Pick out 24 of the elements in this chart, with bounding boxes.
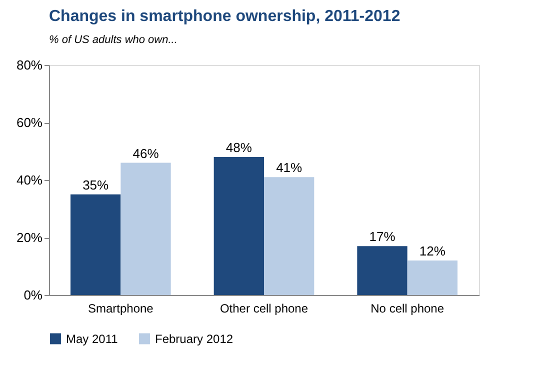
data-label: 48% bbox=[226, 140, 252, 155]
x-tick-label: Smartphone bbox=[88, 302, 154, 316]
data-label: 41% bbox=[276, 160, 303, 176]
bar bbox=[264, 177, 314, 295]
bar bbox=[357, 246, 408, 295]
data-label: 46% bbox=[132, 146, 160, 161]
data-label: 35% bbox=[82, 177, 110, 192]
bar bbox=[214, 157, 264, 295]
y-tick-label: 20% bbox=[16, 230, 43, 245]
bar bbox=[70, 194, 121, 295]
y-tick-label: 80% bbox=[16, 58, 43, 72]
x-tick-label: Other cell phone bbox=[220, 302, 308, 316]
legend-label: February 2012 bbox=[155, 332, 234, 346]
data-label: 17% bbox=[369, 229, 396, 244]
x-tick-label: No cell phone bbox=[370, 302, 444, 316]
chart-title: Changes in smartphone ownership, 2011-2012 bbox=[49, 8, 400, 25]
data-label: 12% bbox=[419, 244, 446, 258]
bar bbox=[120, 162, 171, 295]
y-tick-label: 40% bbox=[16, 172, 43, 188]
bar bbox=[407, 260, 458, 295]
chart-subtitle: % of US adults who own... bbox=[49, 34, 178, 46]
y-tick-label: 60% bbox=[16, 115, 43, 130]
y-tick-label: 0% bbox=[24, 288, 43, 302]
legend-label: May 2011 bbox=[66, 332, 118, 346]
